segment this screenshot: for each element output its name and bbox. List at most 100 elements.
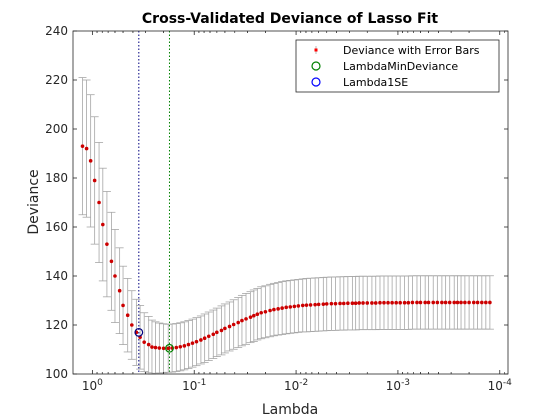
data-point (223, 326, 227, 331)
data-point (373, 301, 378, 305)
data-point (418, 300, 423, 305)
data-point (199, 338, 203, 342)
data-point (308, 303, 313, 307)
data-point (398, 300, 402, 305)
data-point (113, 274, 117, 278)
data-point (467, 300, 471, 305)
data-point (365, 301, 370, 305)
data-point (231, 322, 236, 327)
chart-title: Cross-Validated Deviance of Lasso Fit (142, 11, 439, 27)
data-point (353, 301, 358, 305)
data-point (338, 301, 342, 306)
data-point (292, 304, 297, 309)
data-point (178, 345, 183, 349)
y-tick-label: 220 (45, 73, 68, 87)
data-point (386, 300, 390, 305)
data-point (227, 324, 232, 329)
data-point (248, 315, 253, 319)
data-point (268, 308, 272, 313)
data-point (316, 302, 321, 307)
legend-item: LambdaMinDeviance (311, 60, 458, 73)
lambda-1se-marker (134, 327, 144, 337)
data-point (252, 313, 256, 318)
data-point (455, 300, 460, 305)
data-point (211, 332, 216, 337)
data-points (80, 144, 492, 351)
y-axis-ticks: 100 120 140 160 180 200 220 240 (45, 24, 508, 381)
y-tick-label: 140 (45, 269, 68, 283)
data-point (435, 300, 440, 305)
data-point (480, 300, 484, 305)
data-point (166, 346, 171, 351)
y-tick-label: 120 (45, 318, 68, 332)
data-point (484, 300, 488, 305)
lambda-min-deviance-marker (165, 343, 174, 353)
data-point (447, 300, 452, 305)
x-tick-label: 10-4 (488, 378, 513, 393)
data-point (410, 300, 415, 305)
data-point (361, 301, 365, 305)
data-point (382, 300, 386, 305)
legend-label: Lambda1SE (343, 76, 408, 89)
data-point (296, 304, 301, 308)
data-point (202, 336, 207, 341)
data-point (346, 301, 350, 305)
legend-point-icon (314, 48, 318, 52)
data-point (402, 300, 407, 305)
data-point (236, 320, 241, 325)
data-point (80, 144, 85, 148)
data-point (288, 305, 293, 309)
data-point (244, 317, 248, 321)
data-point (105, 242, 109, 246)
data-point (475, 300, 480, 305)
data-point (255, 312, 260, 317)
y-tick-label: 180 (45, 171, 68, 185)
data-point (174, 345, 179, 350)
data-point (215, 330, 219, 335)
data-point (219, 328, 224, 333)
y-tick-label: 100 (45, 367, 68, 381)
reference-lines (138, 31, 170, 374)
data-point (240, 318, 244, 323)
data-point (463, 300, 467, 305)
data-point (109, 259, 114, 264)
data-point (101, 222, 105, 227)
highlight-markers (134, 327, 174, 353)
x-tick-label: 100 (82, 378, 103, 393)
data-point (341, 301, 346, 306)
legend-item: Lambda1SE (311, 76, 408, 89)
data-point (142, 340, 146, 344)
data-point (206, 334, 211, 339)
data-point (406, 300, 411, 305)
data-point (471, 300, 476, 305)
data-point (92, 178, 97, 183)
x-axis-ticks: 100 10-1 10-2 10-3 10-4 (82, 31, 512, 393)
data-point (329, 301, 334, 306)
data-point (440, 300, 444, 305)
data-point (276, 307, 280, 311)
data-point (304, 303, 309, 307)
data-point (452, 300, 457, 305)
y-axis-label: Deviance (26, 169, 42, 234)
data-point (378, 300, 382, 305)
data-point (370, 301, 374, 305)
data-point (121, 303, 125, 308)
data-point (390, 300, 394, 305)
data-point (125, 313, 130, 318)
y-tick-label: 160 (45, 220, 68, 234)
data-point (130, 323, 134, 327)
data-point (488, 300, 492, 305)
legend-label: LambdaMinDeviance (343, 60, 458, 73)
legend-circle-icon (311, 61, 321, 71)
x-tick-label: 10-2 (284, 378, 308, 393)
legend-item: Deviance with Error Bars (314, 44, 480, 57)
data-point (443, 300, 448, 305)
x-tick-label: 10-3 (386, 378, 410, 393)
y-tick-label: 200 (45, 122, 68, 136)
x-axis-label: Lambda (262, 402, 318, 418)
data-point (146, 342, 151, 347)
data-point (88, 159, 93, 163)
data-point (324, 302, 329, 306)
data-point (333, 301, 338, 306)
